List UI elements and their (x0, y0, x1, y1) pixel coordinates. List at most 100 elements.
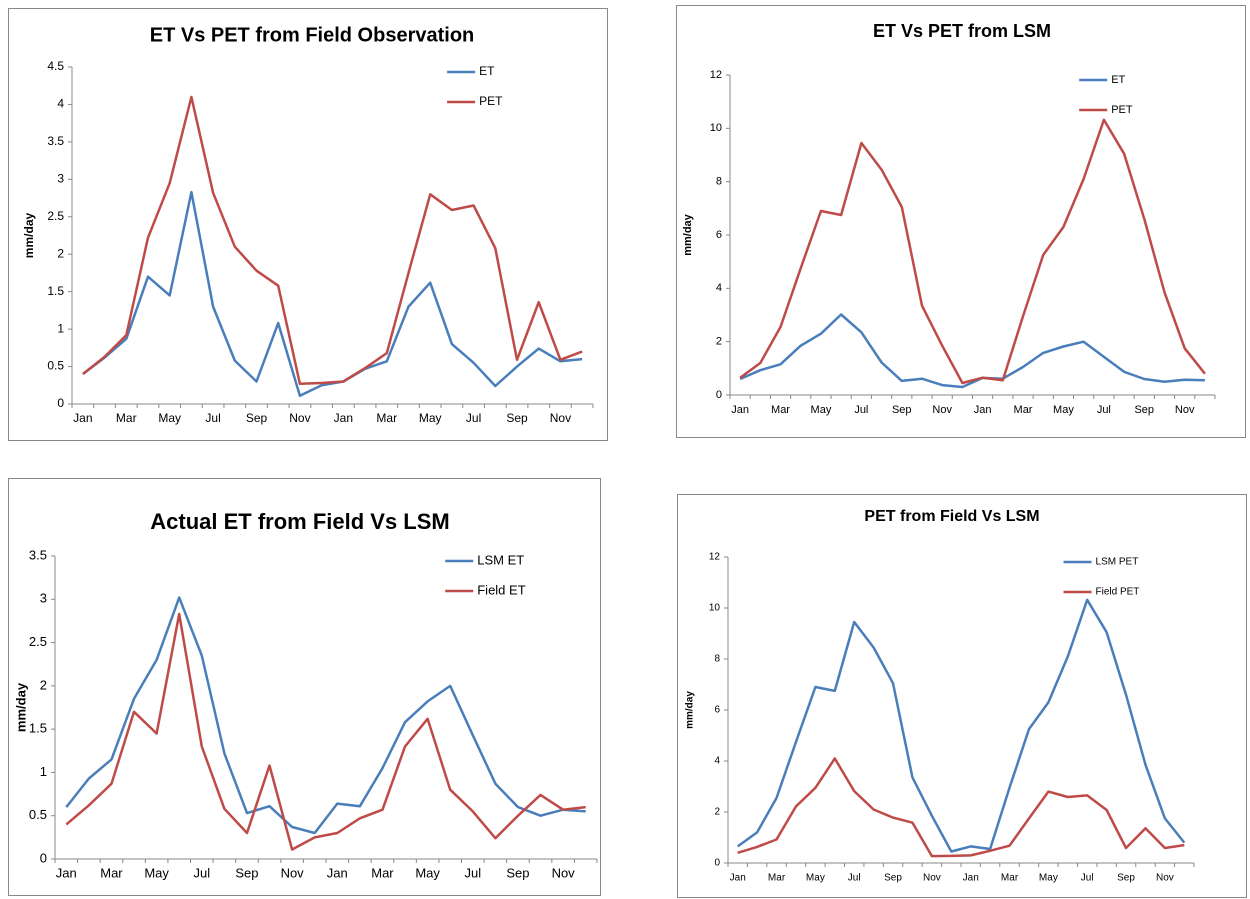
series-line (737, 757, 1185, 858)
y-tick-label: 2 (57, 246, 64, 260)
x-tick-label: Mar (371, 865, 394, 880)
panel-frame (8, 8, 608, 441)
x-tick-label: Jul (464, 865, 481, 880)
x-tick-label: Nov (1175, 404, 1195, 416)
y-tick-label: 0 (714, 858, 720, 869)
y-axis-label: mm/day (682, 213, 694, 255)
x-tick-label: Jul (1097, 404, 1111, 416)
legend-label: PET (479, 94, 503, 108)
chart-title: PET from Field Vs LSM (864, 508, 1039, 525)
x-tick-label: Sep (884, 873, 902, 884)
x-tick-label: Jan (731, 404, 749, 416)
x-tick-label: May (1039, 873, 1058, 884)
x-tick-label: Nov (923, 873, 941, 884)
x-tick-label: Nov (552, 865, 576, 880)
x-tick-label: Sep (1134, 404, 1154, 416)
legend-label: LSM PET (1096, 557, 1139, 568)
x-tick-label: May (144, 865, 169, 880)
x-tick-label: Jul (193, 865, 210, 880)
chart-title: Actual ET from Field Vs LSM (150, 509, 449, 534)
x-tick-label: Nov (932, 404, 952, 416)
x-tick-label: Nov (281, 865, 305, 880)
x-tick-label: Jan (334, 411, 353, 425)
series-line (65, 612, 586, 851)
x-tick-label: May (806, 873, 825, 884)
y-tick-label: 10 (709, 603, 721, 614)
legend-label: LSM ET (477, 552, 524, 567)
x-tick-label: Sep (506, 865, 529, 880)
y-tick-label: 12 (709, 552, 721, 563)
legend-label: Field ET (477, 582, 525, 597)
x-tick-label: Jul (854, 404, 868, 416)
legend-label: Field PET (1096, 587, 1140, 598)
y-tick-label: 2 (716, 336, 722, 348)
series-line (82, 95, 583, 386)
y-tick-label: 3.5 (47, 134, 64, 148)
y-tick-label: 2.5 (47, 209, 64, 223)
x-tick-label: May (158, 411, 181, 425)
y-tick-label: 8 (716, 176, 722, 188)
y-tick-label: 12 (710, 69, 722, 81)
panel-frame (677, 494, 1247, 898)
x-tick-label: Sep (246, 411, 268, 425)
x-tick-label: Nov (289, 411, 310, 425)
y-tick-label: 0 (57, 396, 64, 410)
y-tick-label: 0 (716, 389, 722, 401)
chart-title: ET Vs PET from LSM (873, 21, 1051, 41)
legend-label: ET (479, 64, 495, 78)
x-tick-label: Mar (376, 411, 397, 425)
series-line (739, 313, 1205, 389)
series-line (65, 596, 586, 835)
y-axis-label: mm/day (13, 682, 28, 732)
y-tick-label: 2 (714, 807, 720, 818)
y-tick-label: 6 (714, 705, 720, 716)
y-tick-label: 6 (716, 229, 722, 241)
y-tick-label: 1 (57, 321, 64, 335)
x-tick-label: Sep (235, 865, 258, 880)
y-axis-label: mm/day (685, 691, 696, 729)
x-tick-label: Jul (1081, 873, 1094, 884)
x-tick-label: Nov (1156, 873, 1174, 884)
x-tick-label: May (1053, 404, 1074, 416)
y-tick-label: 4 (714, 756, 720, 767)
y-tick-label: 4 (57, 97, 64, 111)
series-line (739, 118, 1206, 385)
y-tick-label: 4 (716, 282, 722, 294)
x-tick-label: Jan (730, 873, 746, 884)
x-tick-label: Sep (506, 411, 528, 425)
legend-label: PET (1111, 104, 1133, 116)
y-tick-label: 0.5 (47, 359, 64, 373)
x-tick-label: Jan (327, 865, 348, 880)
y-tick-label: 3.5 (29, 547, 47, 562)
y-axis-label: mm/day (22, 213, 36, 259)
y-tick-label: 0 (40, 850, 47, 865)
x-tick-label: Mar (1014, 404, 1033, 416)
series-line (736, 598, 1186, 853)
legend-label: ET (1111, 74, 1125, 86)
y-tick-label: 8 (714, 654, 720, 665)
y-tick-label: 2.5 (29, 634, 47, 649)
x-tick-label: Sep (1117, 873, 1135, 884)
y-tick-label: 2 (40, 677, 47, 692)
panel-frame (676, 5, 1246, 438)
x-tick-label: Jul (205, 411, 220, 425)
x-tick-label: Jul (466, 411, 481, 425)
x-tick-label: May (811, 404, 832, 416)
x-tick-label: Mar (116, 411, 137, 425)
y-tick-label: 0.5 (29, 807, 47, 822)
y-tick-label: 3 (40, 591, 47, 606)
x-tick-label: Jul (848, 873, 861, 884)
x-tick-label: Nov (550, 411, 571, 425)
chart-title: ET Vs PET from Field Observation (150, 24, 475, 46)
x-tick-label: May (415, 865, 440, 880)
y-tick-label: 10 (710, 122, 722, 134)
x-tick-label: Jan (73, 411, 92, 425)
x-tick-label: Sep (892, 404, 912, 416)
y-tick-label: 1.5 (29, 721, 47, 736)
x-tick-label: Mar (771, 404, 790, 416)
x-tick-label: Jan (963, 873, 979, 884)
y-tick-label: 3 (57, 172, 64, 186)
x-tick-label: Jan (56, 865, 77, 880)
x-tick-label: Mar (1001, 873, 1019, 884)
